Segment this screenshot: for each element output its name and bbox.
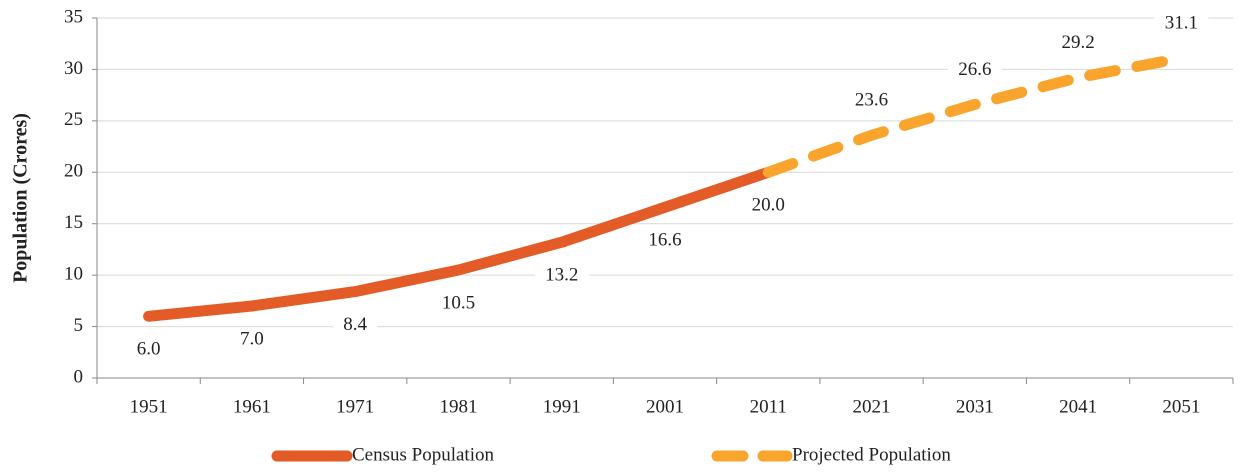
y-tick-label: 5 <box>74 315 84 336</box>
y-tick-label: 35 <box>64 6 83 27</box>
x-tick-label: 2011 <box>750 396 787 417</box>
data-label: 29.2 <box>1061 32 1094 53</box>
data-label: 10.5 <box>442 292 475 313</box>
x-tick-label: 1981 <box>439 396 477 417</box>
data-label: 7.0 <box>240 328 264 349</box>
label-bg <box>333 313 378 338</box>
x-tick-label: 1951 <box>130 396 168 417</box>
y-tick-label: 20 <box>64 161 83 182</box>
data-label: 20.0 <box>752 195 785 216</box>
series-line <box>143 166 774 322</box>
x-tick-label: 2001 <box>646 396 684 417</box>
legend-label: Projected Population <box>792 444 951 465</box>
y-tick-label: 0 <box>74 366 84 387</box>
label-bg <box>638 229 692 254</box>
label-bg <box>1154 12 1209 37</box>
y-tick-label: 30 <box>64 58 83 79</box>
data-label: 23.6 <box>855 90 888 111</box>
x-tick-label: 2041 <box>1059 396 1097 417</box>
x-tick-label: 1991 <box>543 396 581 417</box>
label-bg <box>844 89 899 114</box>
label-bg <box>229 328 274 352</box>
x-tick-label: 1971 <box>336 396 374 417</box>
series-line <box>762 52 1187 178</box>
x-tick-label: 1961 <box>233 396 271 417</box>
data-label: 26.6 <box>958 59 991 80</box>
data-label: 8.4 <box>343 314 367 335</box>
data-label: 31.1 <box>1165 12 1198 33</box>
legend-label: Census Population <box>352 444 494 465</box>
label-bg <box>741 194 796 219</box>
x-tick-label: 2051 <box>1162 396 1200 417</box>
x-tick-label: 2021 <box>853 396 891 417</box>
y-tick-label: 15 <box>64 212 83 233</box>
data-label: 16.6 <box>648 230 681 251</box>
y-axis-label: Population (Crores) <box>10 113 32 283</box>
label-bg <box>126 338 171 363</box>
y-tick-label: 25 <box>64 109 83 130</box>
x-tick-label: 2031 <box>956 396 994 417</box>
label-bg <box>534 264 589 289</box>
y-tick-label: 10 <box>64 264 83 285</box>
label-bg <box>431 292 486 316</box>
label-bg <box>947 58 1002 83</box>
data-label: 6.0 <box>137 339 161 360</box>
label-bg <box>1051 31 1106 56</box>
data-label: 13.2 <box>545 265 578 286</box>
